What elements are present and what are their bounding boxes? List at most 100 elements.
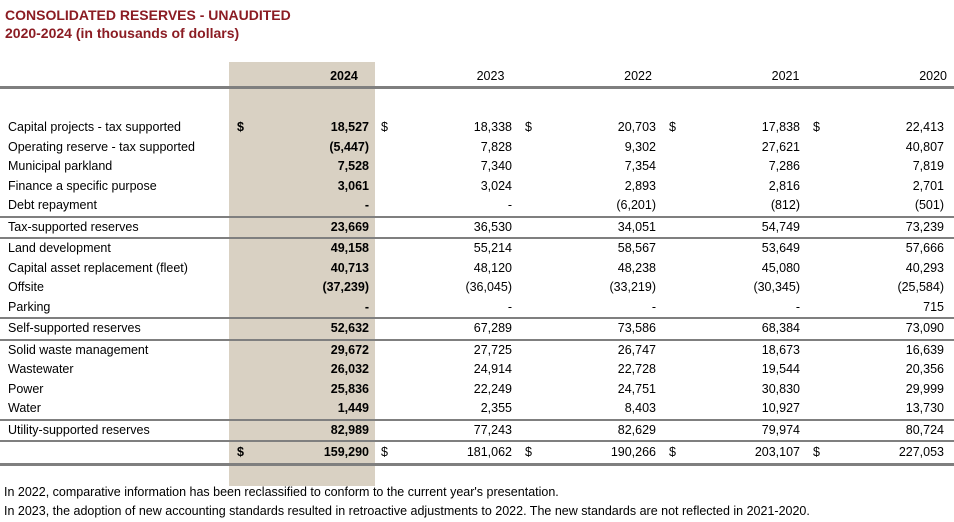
cell-2024: 49,158 [230, 239, 375, 259]
cell-value: 715 [923, 299, 944, 314]
cell-value: 20,703 [617, 120, 656, 134]
cell-value: - [364, 299, 369, 314]
footnotes: In 2022, comparative information has bee… [4, 483, 810, 520]
cell-value: 30,830 [761, 381, 800, 396]
cell-value: 40,713 [330, 260, 369, 275]
cell-value: - [795, 299, 800, 314]
cell-2021: 10,927 [663, 399, 807, 419]
cell-value: 27,621 [761, 139, 800, 154]
cell-value: - [651, 299, 656, 314]
row-label: Solid waste management [8, 342, 149, 357]
cell-value: 23,669 [330, 219, 369, 234]
cell-2023: 7,828 [375, 138, 519, 158]
report-title-line2: 2020-2024 (in thousands of dollars) [5, 25, 240, 41]
data-row: Capital projects - tax supported $18,527 $… [0, 118, 954, 138]
cell-value: - [507, 299, 512, 314]
cell-value: 55,214 [473, 241, 512, 255]
cell-2021: 53,649 [663, 239, 807, 259]
cell-value: 82,989 [330, 422, 369, 437]
row-label: Self-supported reserves [8, 321, 141, 335]
cell-2022: 2,893 [519, 177, 663, 197]
footnote-2: In 2023, the adoption of new accounting … [4, 503, 810, 518]
cell-2024: 40,713 [230, 259, 375, 279]
cell-2023: 77,243 [375, 421, 519, 441]
cell-value: 227,053 [898, 445, 944, 459]
cell-2024: (5,447) [230, 138, 375, 158]
cell-2024: 1,449 [230, 399, 375, 419]
cell-2022: (33,219) [519, 278, 663, 298]
cell-2021: 7,286 [663, 157, 807, 177]
report-title-line1: CONSOLIDATED RESERVES - UNAUDITED [5, 7, 291, 23]
cell-2024: 23,669 [230, 218, 375, 238]
cell-2023: $181,062 [375, 442, 519, 463]
cell-value: (501) [914, 198, 944, 212]
cell-value: 29,999 [905, 381, 944, 396]
cell-2024: 7,528 [230, 157, 375, 177]
cell-2021: - [663, 298, 807, 318]
cell-value: 190,266 [610, 445, 656, 459]
cell-value: 18,527 [330, 120, 369, 134]
cell-value: (812) [770, 198, 800, 212]
cell-value: 24,751 [617, 381, 656, 396]
data-row: Operating reserve - tax supported (5,447)… [0, 138, 954, 158]
cell-2022: 24,751 [519, 380, 663, 400]
cell-2024: - [230, 298, 375, 318]
cell-2020: 29,999 [807, 380, 951, 400]
cell-2024: 26,032 [230, 360, 375, 380]
cell-2020: 715 [807, 298, 951, 318]
cell-value: 53,649 [761, 241, 800, 255]
row-label: Power [8, 381, 44, 396]
column-header-2023: 2023 [476, 69, 505, 83]
cell-2023: 2,355 [375, 399, 519, 419]
cell-2022: (6,201) [519, 196, 663, 216]
cell-value: 45,080 [761, 260, 800, 275]
cell-value: 7,528 [337, 159, 369, 173]
cell-2023: $18,338 [375, 118, 519, 138]
cell-value: 80,724 [905, 422, 944, 437]
row-label: Finance a specific purpose [8, 178, 157, 193]
dollar-sign: $ [237, 445, 244, 459]
cell-value: 3,024 [480, 178, 512, 193]
data-row: Capital asset replacement (fleet) 40,713 4… [0, 259, 954, 279]
cell-2024: (37,239) [230, 278, 375, 298]
cell-2024: $159,290 [230, 442, 375, 463]
cell-value: 7,340 [480, 159, 512, 173]
data-row: Municipal parkland 7,528 7,340 7,354 7,286 7,… [0, 157, 954, 177]
cell-2023: (36,045) [375, 278, 519, 298]
cell-2022: 73,586 [519, 319, 663, 339]
cell-2020: $22,413 [807, 118, 951, 138]
cell-value: 25,836 [330, 381, 369, 396]
subtotal-row: Tax-supported reserves 23,669 36,530 34,051… [0, 215, 954, 239]
cell-value: 82,629 [617, 422, 656, 437]
data-row: Offsite (37,239) (36,045) (33,219) (30,345) (… [0, 278, 954, 298]
cell-2023: 67,289 [375, 319, 519, 339]
cell-value: (33,219) [609, 280, 656, 294]
cell-value: 24,914 [473, 362, 512, 376]
cell-2021: 30,830 [663, 380, 807, 400]
cell-2024: 52,632 [230, 319, 375, 339]
cell-value: 9,302 [624, 139, 656, 154]
cell-value: 2,701 [912, 178, 944, 193]
cell-2023: 24,914 [375, 360, 519, 380]
cell-2023: 48,120 [375, 259, 519, 279]
cell-2020: $227,053 [807, 442, 951, 463]
row-label: Capital projects - tax supported [8, 120, 182, 134]
cell-2022: 26,747 [519, 341, 663, 361]
dollar-sign: $ [381, 445, 388, 459]
cell-2020: 7,819 [807, 157, 951, 177]
cell-value: 10,927 [761, 401, 800, 415]
cell-value: 58,567 [617, 241, 656, 255]
row-label: Land development [8, 241, 111, 255]
row-label: Utility-supported reserves [8, 422, 150, 437]
cell-value: 181,062 [466, 445, 512, 459]
cell-value: 54,749 [761, 219, 800, 234]
dollar-sign: $ [669, 120, 676, 134]
cell-value: 79,974 [761, 422, 800, 437]
column-header-2022: 2022 [624, 69, 652, 83]
cell-2022: 82,629 [519, 421, 663, 441]
data-row: Solid waste management 29,672 27,725 26,747… [0, 341, 954, 361]
cell-value: 1,449 [337, 401, 369, 415]
cell-2022: 34,051 [519, 218, 663, 238]
cell-value: 52,632 [330, 321, 369, 335]
cell-2020: 80,724 [807, 421, 951, 441]
